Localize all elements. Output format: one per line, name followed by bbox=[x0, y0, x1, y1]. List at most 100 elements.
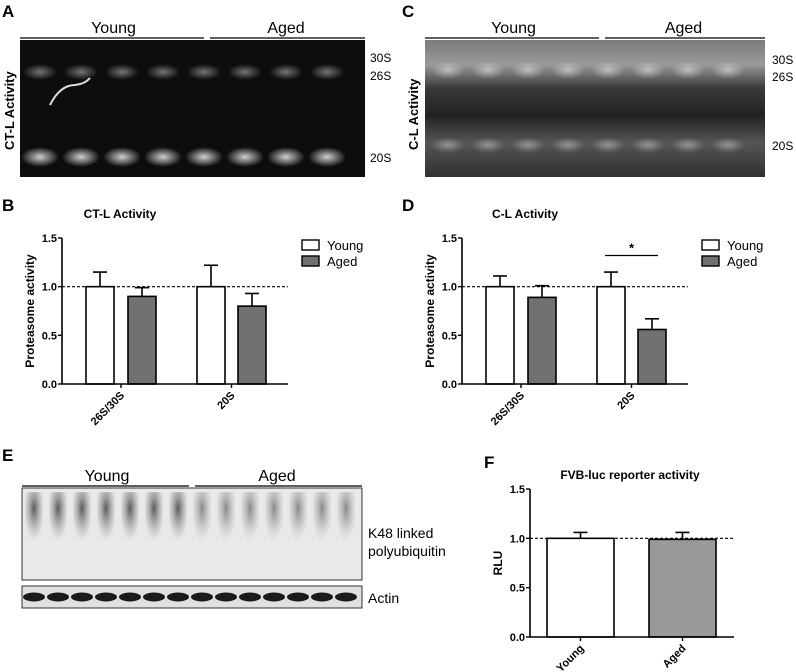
band-label: 20S bbox=[772, 139, 793, 153]
gel-band-20s bbox=[226, 147, 264, 167]
gel-image-c-l bbox=[425, 40, 765, 177]
bar-aged-20s bbox=[637, 328, 667, 385]
legend-label-aged: Aged bbox=[327, 254, 357, 269]
gel-band-20s bbox=[308, 147, 346, 167]
gel-band-26s bbox=[64, 64, 98, 80]
gel-band-20s bbox=[471, 137, 505, 153]
y-tick-label: 1.0 bbox=[442, 282, 457, 294]
legend-label-young: Young bbox=[327, 238, 363, 253]
gel-band-26s bbox=[146, 64, 180, 80]
gel-ylabel: C-L Activity bbox=[406, 78, 421, 150]
actin-band bbox=[143, 592, 165, 602]
gel-band-26s bbox=[431, 61, 465, 79]
gel-band-20s bbox=[431, 137, 465, 153]
band-label: 30S bbox=[370, 51, 391, 65]
gel-band-20s bbox=[62, 147, 100, 167]
bar-young-20s bbox=[196, 285, 226, 385]
gel-band-20s bbox=[671, 137, 705, 153]
y-axis-label: RLU bbox=[491, 551, 505, 576]
chart-title: C-L Activity bbox=[492, 207, 558, 221]
actin-band bbox=[47, 592, 69, 602]
gel-band-26s bbox=[591, 61, 625, 79]
band-label: 20S bbox=[370, 151, 391, 165]
y-tick-label: 1.5 bbox=[510, 484, 525, 496]
gel-band-26s bbox=[551, 61, 585, 79]
y-tick-label: 0.0 bbox=[442, 379, 457, 391]
blot-lane-smear bbox=[265, 492, 283, 547]
gel-band-26s bbox=[269, 64, 303, 80]
gel-band-20s bbox=[551, 137, 585, 153]
bar-aged-20s bbox=[237, 305, 267, 385]
y-tick-label: 1.0 bbox=[510, 533, 525, 545]
blot-lane-smear bbox=[217, 492, 235, 547]
actin-band bbox=[311, 592, 333, 602]
actin-band bbox=[335, 592, 357, 602]
actin-band bbox=[191, 592, 213, 602]
actin-band bbox=[263, 592, 285, 602]
bar-aged-26s-30s bbox=[527, 296, 557, 385]
gel-band-20s bbox=[144, 147, 182, 167]
legend-swatch-young bbox=[701, 239, 720, 251]
blot-lane-smear bbox=[73, 492, 91, 547]
gel-band-26s bbox=[471, 61, 505, 79]
gel-band-20s bbox=[711, 137, 745, 153]
actin-band bbox=[95, 592, 117, 602]
actin-band bbox=[287, 592, 309, 602]
band-label: 26S bbox=[370, 69, 391, 83]
blot-lane-smear bbox=[169, 492, 187, 547]
blot-lane-smear bbox=[145, 492, 163, 547]
blot-lane-smear bbox=[25, 492, 43, 547]
y-tick-label: 0.0 bbox=[42, 379, 57, 391]
band-label: 30S bbox=[772, 53, 793, 67]
legend-label-aged: Aged bbox=[727, 254, 757, 269]
band-label: 26S bbox=[772, 70, 793, 84]
gel-band-26s bbox=[23, 64, 57, 80]
bar-young-young bbox=[546, 537, 615, 638]
gel-band-26s bbox=[228, 64, 262, 80]
panel-letter: B bbox=[2, 196, 14, 215]
gel-band-26s bbox=[711, 61, 745, 79]
panel-letter: D bbox=[402, 196, 414, 215]
chart-title: FVB-luc reporter activity bbox=[560, 468, 700, 482]
blot-label: Actin bbox=[368, 590, 399, 606]
y-axis-label: Proteasome activity bbox=[423, 254, 437, 368]
group-label-young: Young bbox=[491, 20, 536, 37]
actin-band bbox=[215, 592, 237, 602]
legend-swatch-aged bbox=[701, 255, 720, 267]
bar-aged-aged bbox=[648, 538, 717, 638]
actin-band bbox=[23, 592, 45, 602]
group-label-aged: Aged bbox=[258, 468, 295, 485]
actin-band bbox=[239, 592, 261, 602]
y-axis-label: Proteasome activity bbox=[23, 254, 37, 368]
group-label-young: Young bbox=[91, 20, 136, 37]
gel-band-20s bbox=[185, 147, 223, 167]
legend-swatch-aged bbox=[301, 255, 320, 267]
group-label-young: Young bbox=[85, 468, 130, 485]
gel-band-20s bbox=[631, 137, 665, 153]
actin-band bbox=[71, 592, 93, 602]
gel-band-26s bbox=[511, 61, 545, 79]
y-tick-label: 0.0 bbox=[510, 632, 525, 644]
gel-ylabel: CT-L Activity bbox=[2, 70, 17, 150]
panel-letter: F bbox=[484, 453, 494, 472]
x-tick-label: 26S/30S bbox=[489, 390, 527, 428]
gel-artifact bbox=[49, 77, 91, 106]
gel-band-20s bbox=[21, 147, 59, 167]
x-tick-label: 20S bbox=[615, 390, 637, 412]
blot-lane-smear bbox=[313, 492, 331, 547]
gel-band-26s bbox=[105, 64, 139, 80]
x-tick-label: 20S bbox=[215, 390, 237, 412]
blot-lane-smear bbox=[97, 492, 115, 547]
y-tick-label: 0.5 bbox=[442, 330, 457, 342]
panel-letter: C bbox=[402, 2, 414, 21]
legend-label-young: Young bbox=[727, 238, 763, 253]
blot-lane-smear bbox=[337, 492, 355, 547]
gel-band-26s bbox=[631, 61, 665, 79]
bar-aged-26s-30s bbox=[127, 295, 157, 385]
blot-label: polyubiquitin bbox=[368, 543, 446, 559]
actin-band bbox=[167, 592, 189, 602]
panel-letter: E bbox=[2, 446, 13, 465]
bar-young-20s bbox=[596, 285, 626, 385]
